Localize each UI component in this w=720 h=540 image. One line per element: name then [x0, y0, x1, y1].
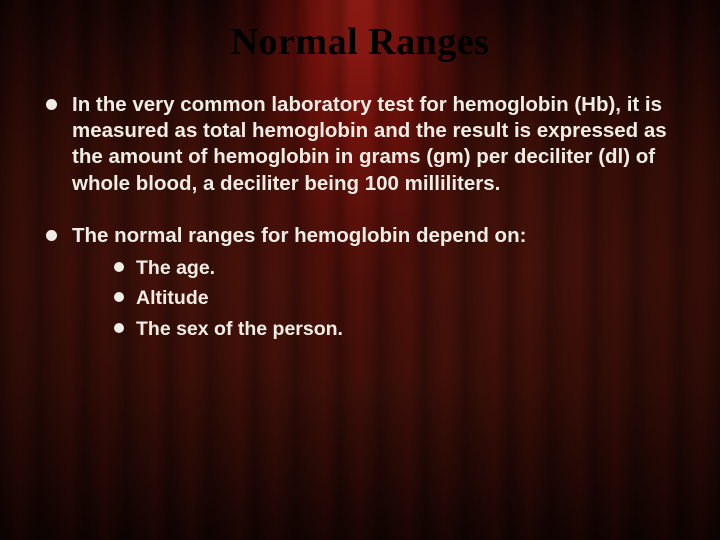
- bullet-text: The normal ranges for hemoglobin depend …: [72, 224, 526, 247]
- bullet-item: The normal ranges for hemoglobin depend …: [44, 223, 676, 342]
- slide-title: Normal Ranges: [0, 0, 720, 92]
- bullet-list: In the very common laboratory test for h…: [44, 92, 676, 342]
- sub-bullet-item: The age.: [114, 255, 676, 281]
- sub-bullet-text: Altitude: [136, 287, 209, 309]
- slide: Normal Ranges In the very common laborat…: [0, 0, 720, 540]
- slide-content: Normal Ranges In the very common laborat…: [0, 0, 720, 540]
- sub-bullet-item: The sex of the person.: [114, 316, 676, 342]
- sub-bullet-text: The sex of the person.: [136, 318, 343, 340]
- sub-bullet-text: The age.: [136, 257, 215, 279]
- sub-bullet-item: Altitude: [114, 285, 676, 311]
- bullet-text: In the very common laboratory test for h…: [72, 93, 667, 195]
- slide-body: In the very common laboratory test for h…: [0, 92, 720, 342]
- sub-bullet-list: The age. Altitude The sex of the person.: [114, 255, 676, 342]
- bullet-item: In the very common laboratory test for h…: [44, 92, 676, 197]
